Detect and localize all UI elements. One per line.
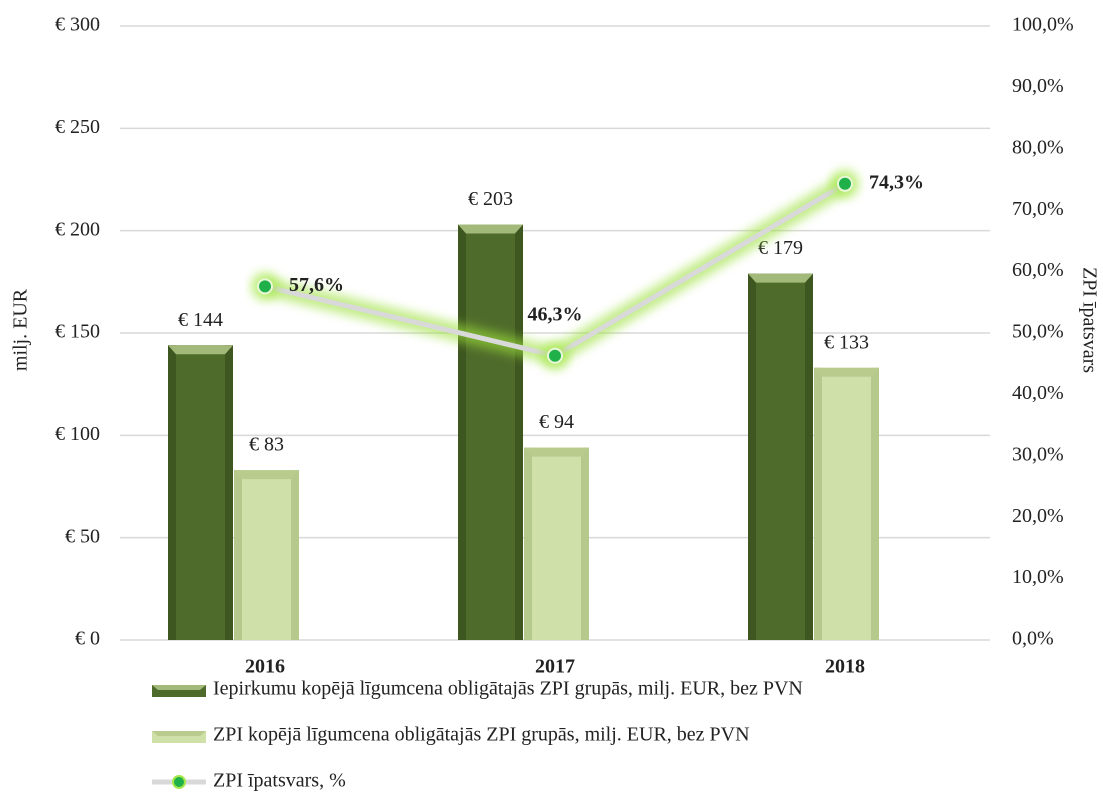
y2-tick-label: 20,0% bbox=[1012, 505, 1064, 527]
data-label: € 179 bbox=[758, 237, 803, 259]
y2-tick-label: 0,0% bbox=[1012, 628, 1054, 650]
data-label: 57,6% bbox=[289, 274, 344, 296]
data-label: € 203 bbox=[468, 188, 513, 210]
legend-label: ZPI kopējā līgumcena obligātajās ZPI gru… bbox=[213, 724, 750, 746]
data-label: € 133 bbox=[824, 331, 869, 353]
x-tick-label: 2016 bbox=[245, 656, 285, 678]
y-tick-label: € 300 bbox=[55, 14, 100, 36]
bar-bevel bbox=[814, 367, 879, 377]
data-label: € 94 bbox=[539, 411, 574, 433]
bar-bevel bbox=[168, 345, 233, 355]
y-axis-label: milj. EUR bbox=[10, 288, 32, 371]
bar-side bbox=[524, 447, 532, 640]
bar-bevel bbox=[458, 224, 523, 234]
y2-tick-label: 40,0% bbox=[1012, 382, 1064, 404]
bar-side bbox=[805, 273, 813, 640]
marker bbox=[547, 347, 563, 364]
data-label: 46,3% bbox=[528, 303, 583, 325]
bar-bevel bbox=[748, 273, 813, 283]
y-tick-label: € 200 bbox=[55, 218, 100, 240]
bar-bevel bbox=[524, 447, 589, 457]
y2-tick-label: 10,0% bbox=[1012, 566, 1064, 588]
y2-tick-label: 80,0% bbox=[1012, 136, 1064, 158]
data-label: € 83 bbox=[249, 434, 284, 456]
y2-tick-label: 60,0% bbox=[1012, 259, 1064, 281]
y-tick-label: € 250 bbox=[55, 116, 100, 138]
data-label: 74,3% bbox=[869, 171, 924, 193]
bar bbox=[458, 224, 523, 640]
legend-bevel bbox=[152, 731, 206, 736]
bar-side bbox=[225, 345, 233, 640]
bar bbox=[748, 273, 813, 640]
bar-bevel bbox=[234, 470, 299, 480]
y-tick-label: € 150 bbox=[55, 321, 100, 343]
data-label: € 144 bbox=[178, 309, 223, 331]
legend-marker bbox=[172, 775, 186, 789]
y-tick-label: € 0 bbox=[75, 628, 100, 650]
y2-tick-label: 30,0% bbox=[1012, 443, 1064, 465]
legend-label: Iepirkumu kopējā līgumcena obligātajās Z… bbox=[213, 678, 803, 700]
bar-side bbox=[581, 447, 589, 640]
x-tick-label: 2018 bbox=[825, 656, 865, 678]
bar-side bbox=[234, 470, 242, 640]
bar-side bbox=[291, 470, 299, 640]
bar-side bbox=[168, 345, 176, 640]
y-tick-label: € 100 bbox=[55, 423, 100, 445]
y-tick-label: € 50 bbox=[65, 525, 100, 547]
y2-tick-label: 90,0% bbox=[1012, 75, 1064, 97]
legend-bevel bbox=[152, 685, 206, 690]
y2-axis-label: ZPI īpatsvars bbox=[1078, 267, 1100, 373]
y2-tick-label: 70,0% bbox=[1012, 198, 1064, 220]
y2-tick-label: 100,0% bbox=[1012, 14, 1074, 36]
marker bbox=[257, 278, 273, 295]
bar bbox=[524, 447, 589, 640]
y2-tick-label: 50,0% bbox=[1012, 321, 1064, 343]
marker bbox=[837, 175, 853, 192]
bar-side bbox=[871, 367, 879, 640]
bar bbox=[234, 470, 299, 640]
x-tick-label: 2017 bbox=[535, 656, 575, 678]
bar bbox=[814, 367, 879, 640]
bar bbox=[168, 345, 233, 640]
bar-side bbox=[814, 367, 822, 640]
legend-label: ZPI īpatsvars, % bbox=[213, 770, 346, 792]
bar-side bbox=[458, 224, 466, 640]
bar-side bbox=[515, 224, 523, 640]
bar-side bbox=[748, 273, 756, 640]
